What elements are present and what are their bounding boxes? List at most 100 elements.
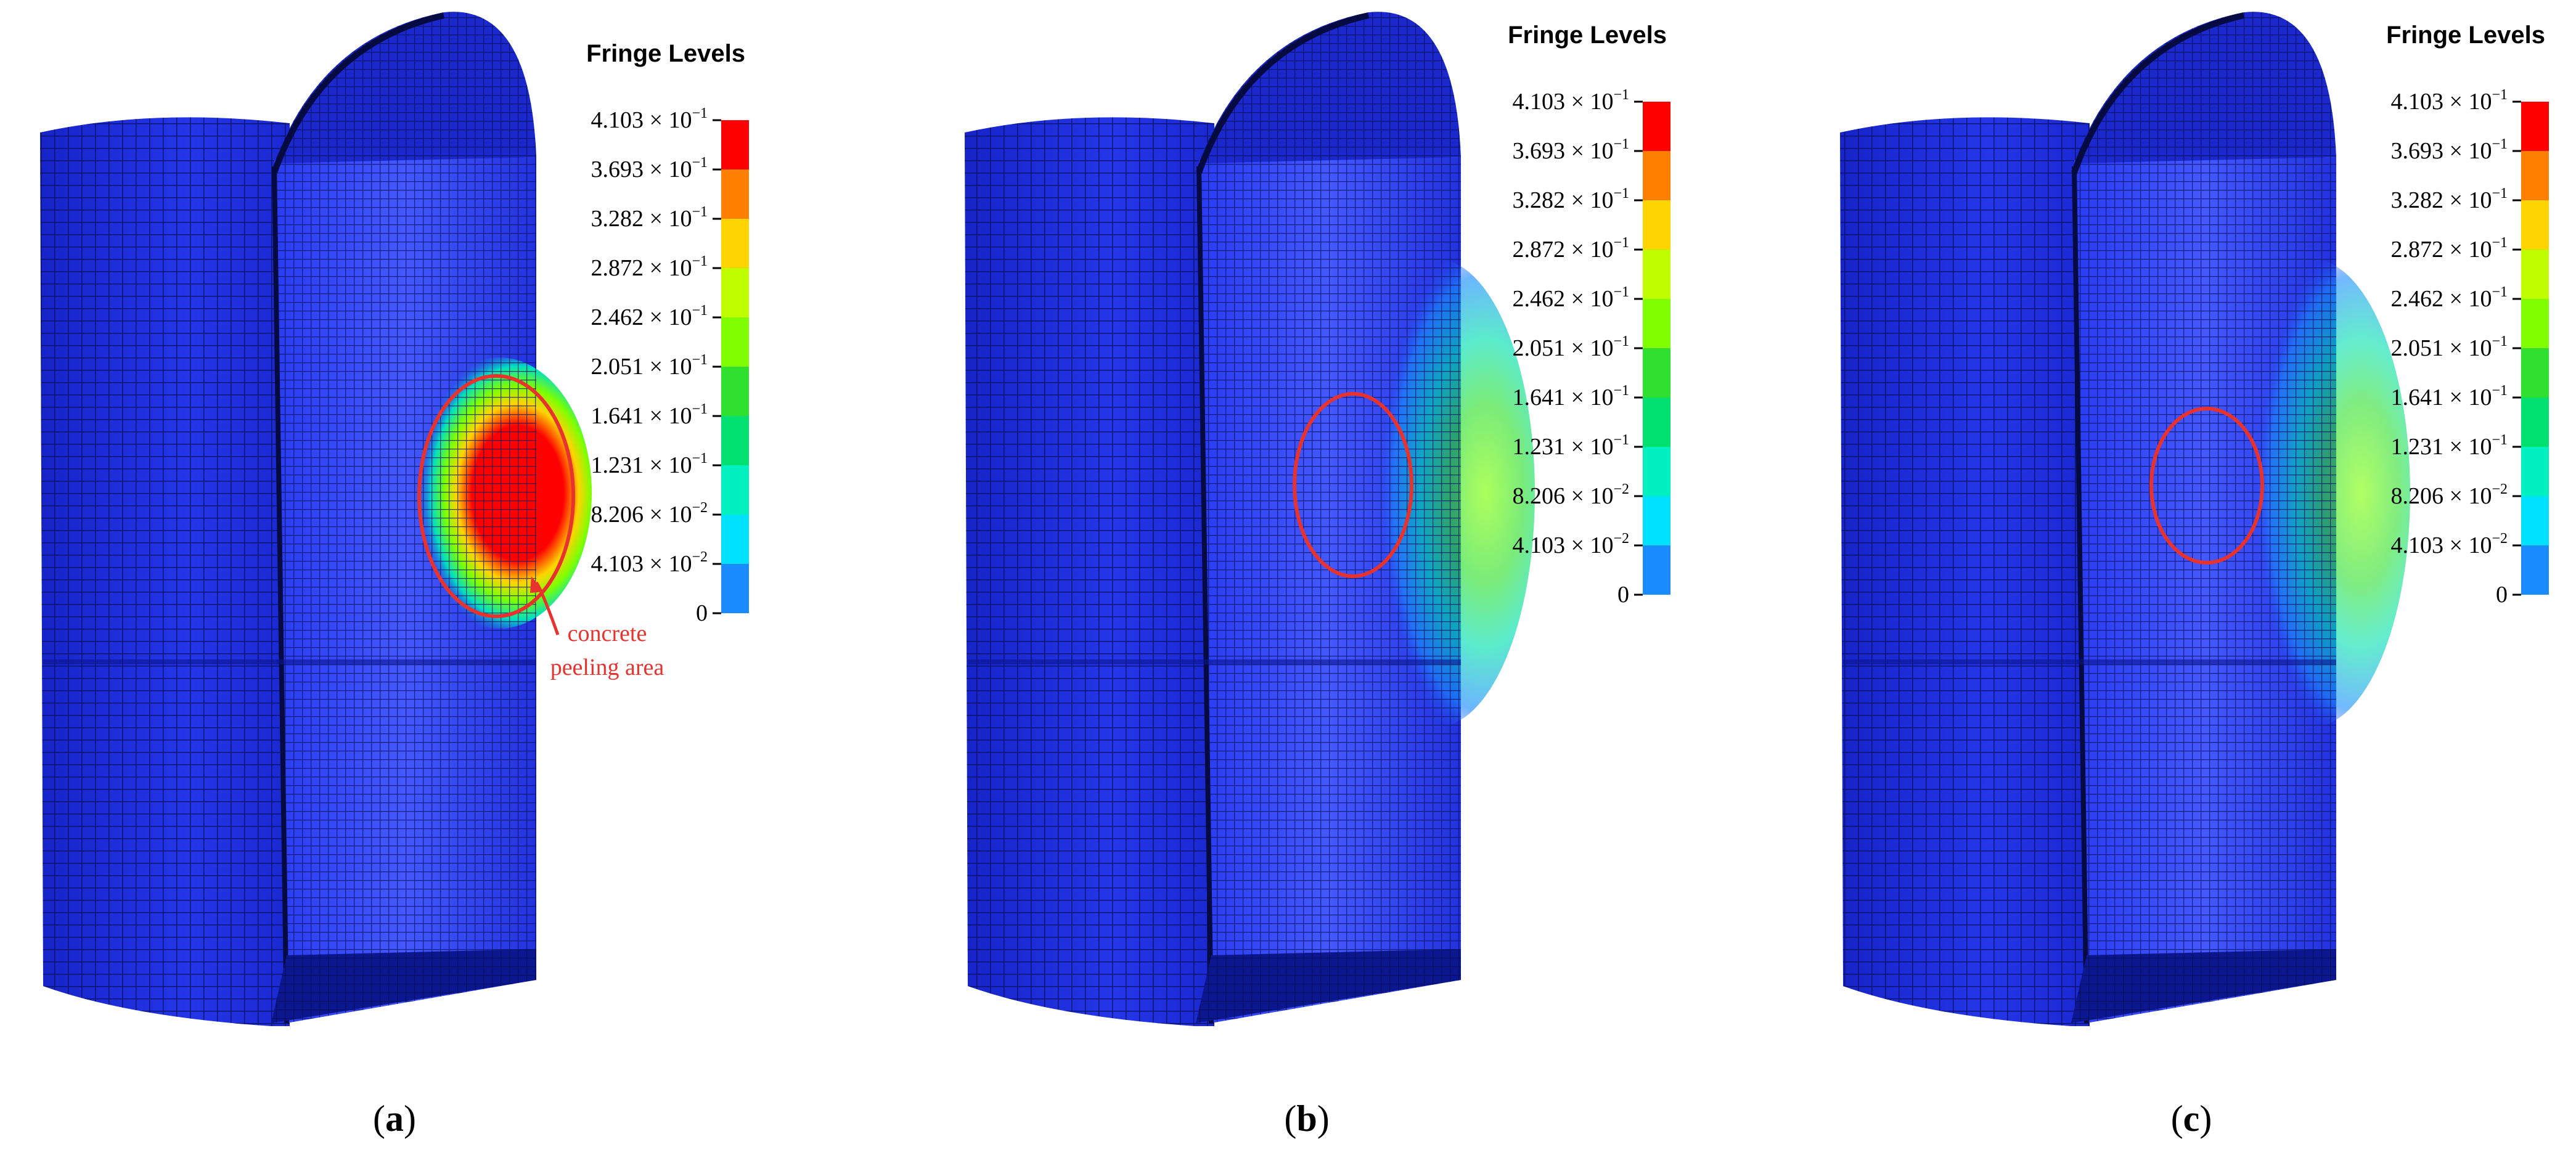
dome-rib-b bbox=[1196, 12, 1370, 174]
tank-outer-mesh-b bbox=[965, 117, 1214, 1026]
highlight-circle-b bbox=[1293, 392, 1413, 578]
legend-swatch bbox=[1643, 102, 1670, 151]
legend-label: 0 bbox=[1617, 582, 1629, 608]
legend-label: 1.641 × 10−1 bbox=[2391, 383, 2508, 410]
legend-label: 1.231 × 10−1 bbox=[2391, 432, 2508, 460]
tank-dome-mesh-b bbox=[1199, 12, 1461, 164]
legend-swatch bbox=[721, 169, 749, 219]
legend-label: 2.462 × 10−1 bbox=[1513, 284, 1629, 312]
fringe-legend-c: Fringe Levels 4.103 × 10−1 3.693 × 10−1 3.2… bbox=[2386, 22, 2549, 608]
legend-label: 0 bbox=[696, 600, 708, 626]
legend-label: 2.051 × 10−1 bbox=[591, 352, 708, 380]
peeling-annotation: concrete peeling area bbox=[530, 576, 664, 680]
legend-swatch bbox=[1643, 348, 1670, 398]
legend-title: Fringe Levels bbox=[586, 40, 745, 67]
legend-title: Fringe Levels bbox=[1508, 22, 1667, 49]
tank-inner-mesh-a bbox=[274, 157, 536, 1023]
legend-swatch bbox=[721, 564, 749, 613]
annotation-arrowhead bbox=[530, 576, 544, 593]
legend-label: 4.103 × 10−1 bbox=[591, 105, 708, 133]
legend-exponent: −2 bbox=[2492, 481, 2508, 497]
tank-floor-mesh-b bbox=[1196, 949, 1461, 1023]
legend-exponent: −1 bbox=[2492, 333, 2508, 349]
legend-exponent: −1 bbox=[2492, 235, 2508, 251]
legend-label: 2.872 × 10−1 bbox=[1513, 235, 1629, 263]
legend-label: 4.103 × 10−1 bbox=[1513, 87, 1629, 115]
legend-label: 4.103 × 10−2 bbox=[1513, 531, 1629, 558]
panel-label-b: (b) bbox=[1284, 1098, 1329, 1139]
legend-exponent: −1 bbox=[1613, 87, 1629, 103]
tank-floor-mesh-c bbox=[2071, 949, 2336, 1023]
legend-label: 1.641 × 10−1 bbox=[591, 401, 708, 429]
legend-label: 1.231 × 10−1 bbox=[1513, 432, 1629, 460]
tank-edge-b bbox=[1196, 166, 1214, 1024]
legend-swatch bbox=[2521, 250, 2549, 299]
legend-label: 2.462 × 10−1 bbox=[2391, 284, 2508, 312]
legend-label: 1.231 × 10−1 bbox=[591, 451, 708, 478]
legend-label: 4.103 × 10−2 bbox=[591, 549, 708, 577]
legend-exponent: −1 bbox=[2492, 383, 2508, 399]
fringe-legend-b: Fringe Levels 4.103 × 10−1 3.693 × 10−1 3.2… bbox=[1508, 22, 1670, 608]
annotation-line2: peeling area bbox=[550, 655, 664, 680]
legend-label: 8.206 × 10−2 bbox=[2391, 481, 2508, 509]
legend-label: 3.282 × 10−1 bbox=[1513, 186, 1629, 213]
legend-swatch bbox=[721, 268, 749, 317]
legend-label: 3.693 × 10−1 bbox=[1513, 136, 1629, 164]
panel-b: Fringe Levels 4.103 × 10−1 3.693 × 10−1 3.2… bbox=[965, 12, 1670, 1139]
legend-exponent: −2 bbox=[1613, 481, 1629, 497]
legend-swatch bbox=[1643, 496, 1670, 545]
legend-exponent: −1 bbox=[1613, 333, 1629, 349]
tank-outer-mesh-a bbox=[40, 117, 290, 1026]
panel-a: Fringe Levels 4.103 × 10−1 3.693 × 10−1 3.2… bbox=[40, 12, 749, 1139]
legend-label: 0 bbox=[2496, 582, 2508, 608]
legend-exponent: −1 bbox=[2492, 87, 2508, 103]
legend-exponent: −1 bbox=[1613, 432, 1629, 448]
panel-c: Fringe Levels 4.103 × 10−1 3.693 × 10−1 3.2… bbox=[1840, 12, 2549, 1139]
panel-label-a: (a) bbox=[373, 1098, 416, 1139]
legend-exponent: −1 bbox=[692, 352, 708, 368]
legend-swatch bbox=[1643, 398, 1670, 447]
legend-swatch bbox=[2521, 496, 2549, 545]
legend-exponent: −1 bbox=[2492, 284, 2508, 300]
dome-rib-a bbox=[271, 12, 445, 174]
highlight-circle-c bbox=[2149, 407, 2264, 565]
legend-swatch bbox=[1643, 200, 1670, 250]
legend-swatch bbox=[721, 515, 749, 564]
section-band-b bbox=[968, 659, 1461, 664]
legend-exponent: −1 bbox=[1613, 235, 1629, 251]
legend-swatch bbox=[721, 367, 749, 416]
legend-swatch bbox=[1643, 545, 1670, 595]
legend-exponent: −2 bbox=[692, 500, 708, 516]
legend-exponent: −2 bbox=[2492, 531, 2508, 547]
legend-swatch bbox=[2521, 545, 2549, 595]
legend-exponent: −1 bbox=[692, 204, 708, 220]
highlight-circle-a bbox=[417, 374, 575, 618]
legend-label: 3.693 × 10−1 bbox=[2391, 136, 2508, 164]
legend-swatch bbox=[1643, 447, 1670, 496]
panels-group: Fringe Levels 4.103 × 10−1 3.693 × 10−1 3.2… bbox=[40, 12, 2549, 1139]
legend-exponent: −1 bbox=[1613, 186, 1629, 202]
dome-rib-c bbox=[2071, 12, 2245, 174]
legend-label: 8.206 × 10−2 bbox=[591, 500, 708, 528]
legend-label: 2.051 × 10−1 bbox=[2391, 333, 2508, 361]
tank-dome-mesh-a bbox=[274, 12, 536, 164]
legend-exponent: −1 bbox=[692, 105, 708, 121]
legend-label: 3.282 × 10−1 bbox=[591, 204, 708, 232]
legend-exponent: −1 bbox=[1613, 383, 1629, 399]
legend-exponent: −1 bbox=[692, 451, 708, 467]
legend-exponent: −1 bbox=[2492, 136, 2508, 152]
fringe-legend-a: Fringe Levels 4.103 × 10−1 3.693 × 10−1 3.2… bbox=[586, 40, 749, 626]
legend-label: 2.051 × 10−1 bbox=[1513, 333, 1629, 361]
legend-swatch bbox=[721, 465, 749, 515]
legend-swatch bbox=[2521, 200, 2549, 250]
legend-exponent: −1 bbox=[692, 253, 708, 269]
annotation-line1: concrete bbox=[568, 621, 647, 646]
legend-exponent: −2 bbox=[1613, 531, 1629, 547]
legend-swatch bbox=[721, 416, 749, 465]
legend-label: 3.282 × 10−1 bbox=[2391, 186, 2508, 213]
legend-swatch bbox=[1643, 250, 1670, 299]
legend-swatch bbox=[2521, 447, 2549, 496]
legend-label: 2.872 × 10−1 bbox=[2391, 235, 2508, 263]
tank-inner-mesh-c bbox=[2074, 157, 2336, 1023]
